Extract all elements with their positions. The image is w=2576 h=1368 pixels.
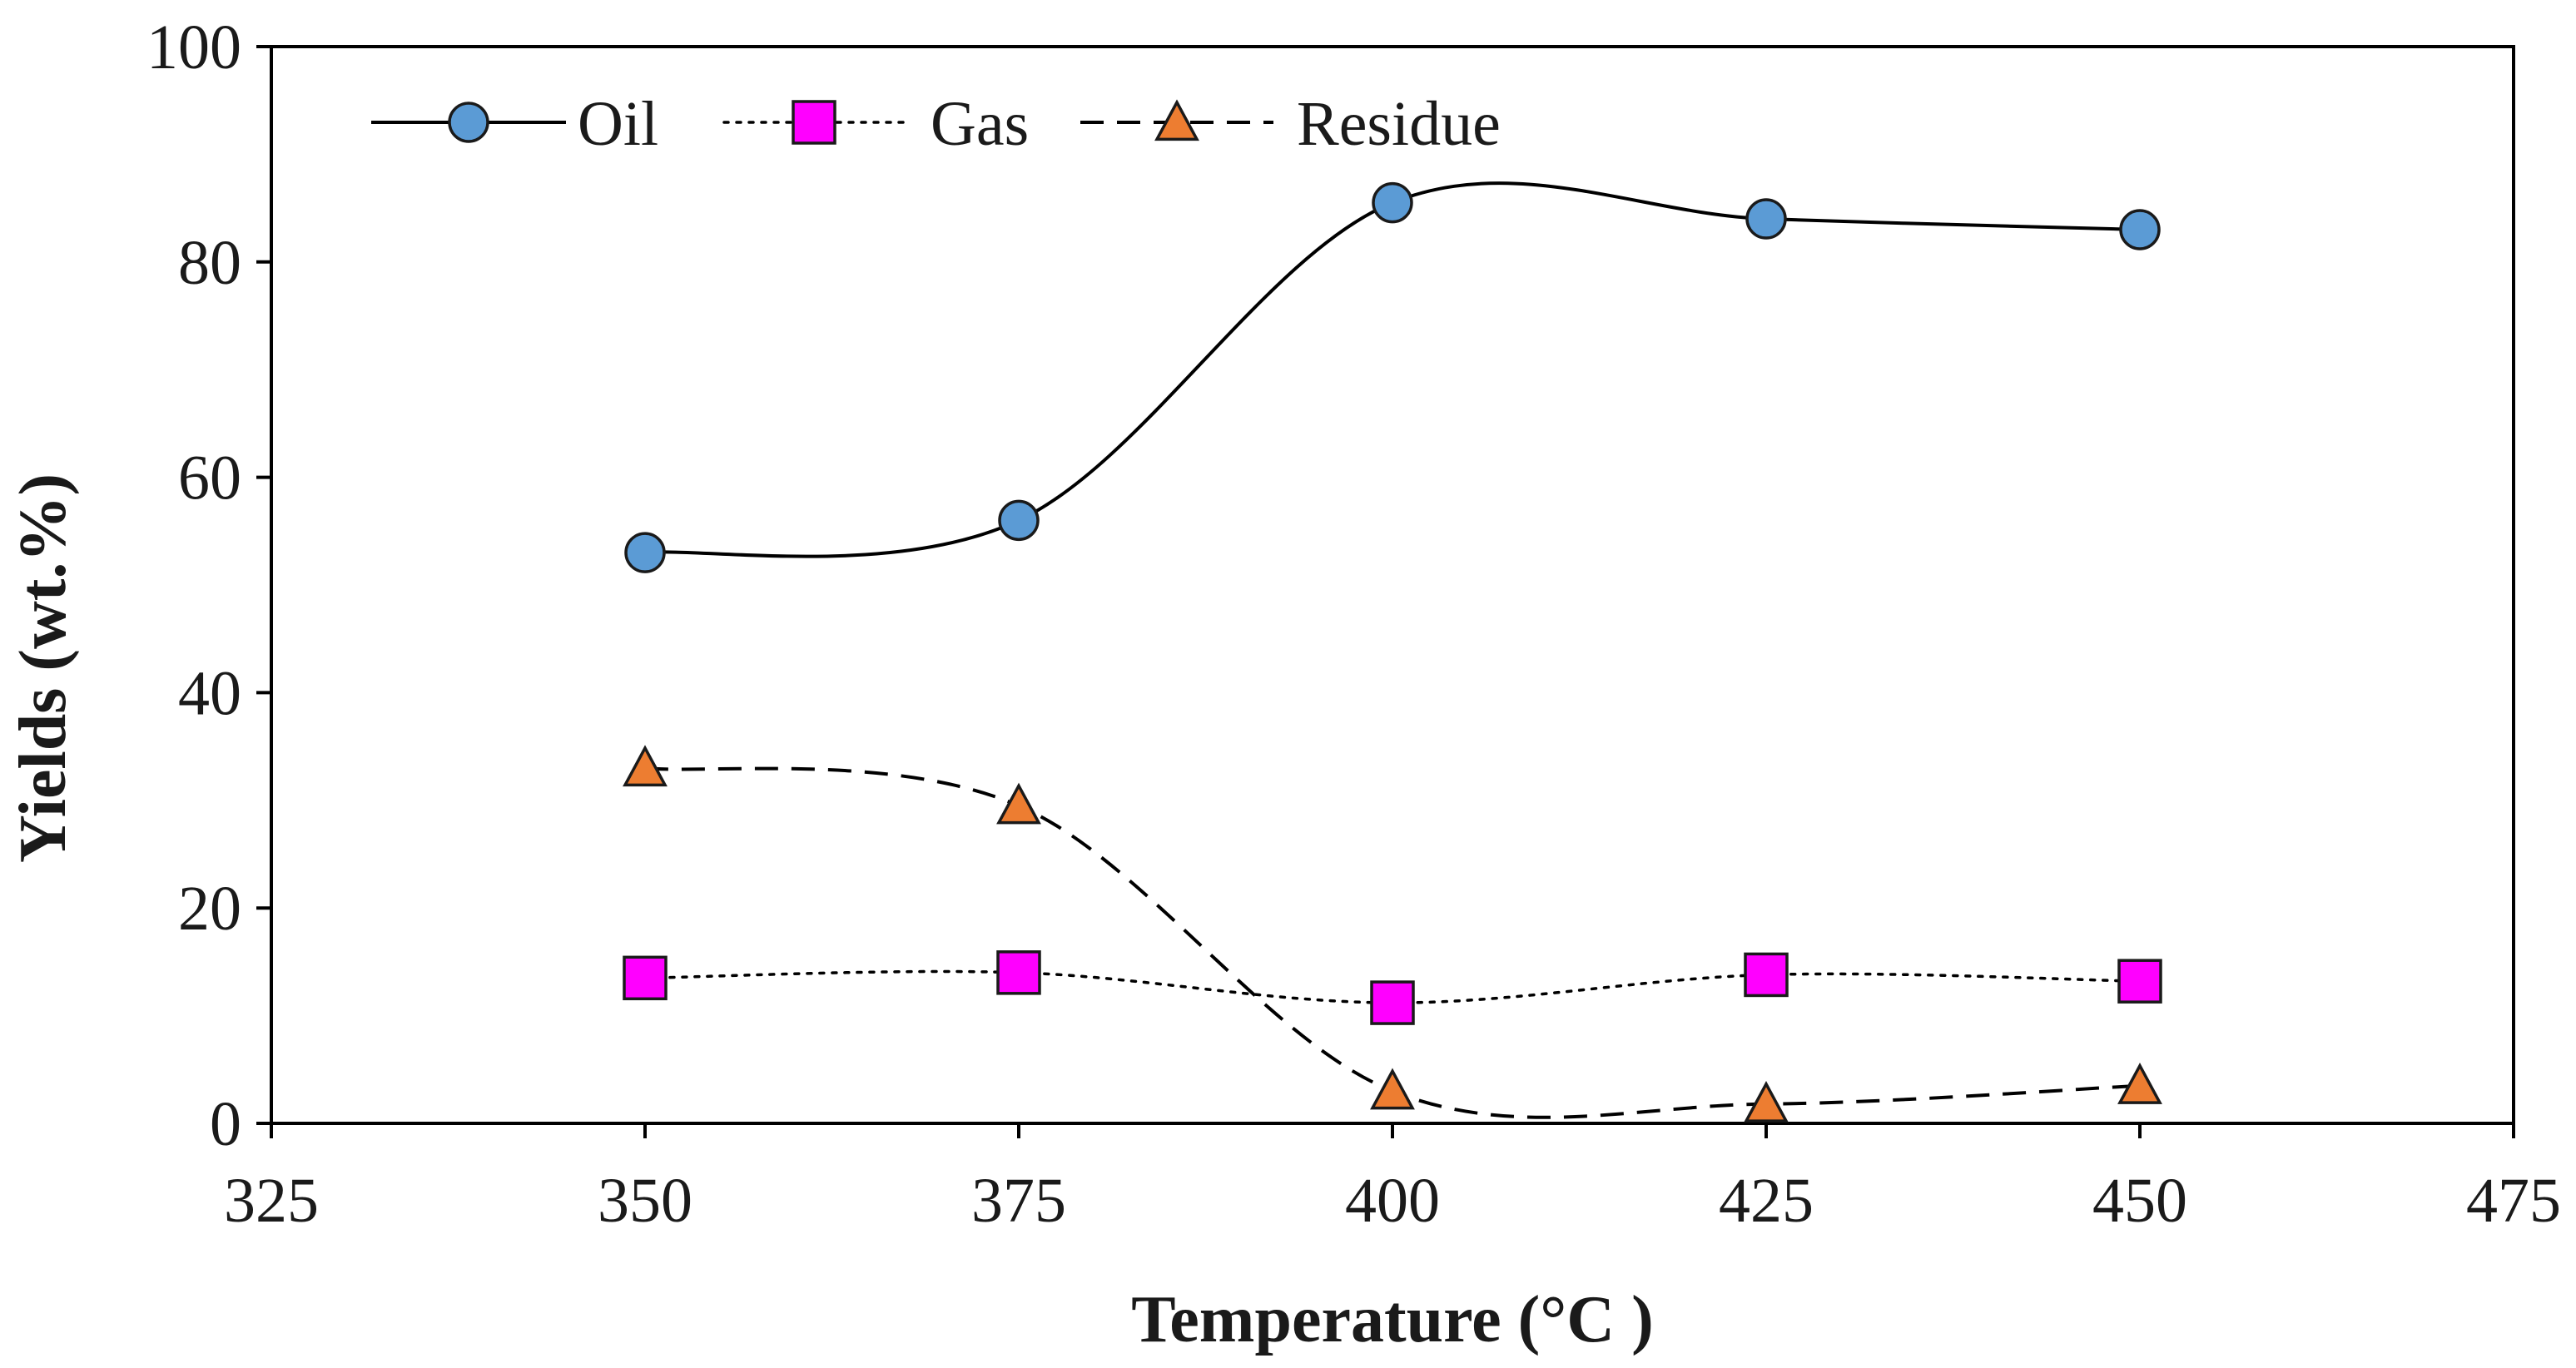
x-axis: 325 350 375 400 425 450 475 [224,1123,2561,1236]
oil-point [1745,198,1787,240]
gas-point [996,950,1041,995]
oil-point [624,532,666,573]
oil-point [2119,209,2161,250]
x-tick-label: 375 [971,1166,1066,1236]
legend-marker-gas [792,100,836,145]
x-tick-label: 450 [2092,1166,2187,1236]
y-axis-title: Yields (wt.%) [7,473,80,863]
series-residue [623,745,2162,1123]
gas-point [2117,959,2162,1004]
gas-point [1744,952,1789,998]
y-tick-label: 0 [210,1089,241,1159]
y-tick-label: 100 [146,12,241,82]
oil-point [1372,181,1413,224]
y-tick-label: 60 [178,444,241,513]
x-tick-label: 325 [224,1166,319,1236]
legend-item-residue: Residue [1080,89,1501,159]
gas-point [623,955,668,1001]
legend-item-gas: Gas [722,89,1029,159]
residue-point [996,782,1041,825]
y-axis: 0 20 40 60 80 100 [146,12,271,1159]
x-axis-title: Temperature (°C ) [1131,1283,1653,1356]
residue-point [623,745,668,787]
legend-marker-residue [1154,99,1199,141]
series-gas [623,950,2162,1025]
series-layer [623,181,2162,1123]
residue-point [1370,1068,1415,1110]
legend-marker-oil [448,102,489,143]
oil-point [998,499,1040,542]
x-tick-label: 350 [598,1166,692,1236]
legend-label-oil: Oil [578,89,658,159]
residue-point [1744,1081,1789,1123]
legend-label-gas: Gas [931,89,1029,159]
gas-point [1370,980,1415,1025]
x-tick-label: 400 [1345,1166,1440,1236]
residue-point [2117,1063,2162,1104]
legend-label-residue: Residue [1297,89,1501,159]
legend: Oil Gas Residue [371,89,1501,159]
x-tick-label: 425 [1719,1166,1814,1236]
x-tick-label: 475 [2466,1166,2561,1236]
y-tick-label: 20 [178,874,241,944]
legend-item-oil: Oil [371,89,658,159]
y-tick-label: 40 [178,658,241,728]
y-tick-label: 80 [178,228,241,298]
series-oil [624,181,2161,573]
